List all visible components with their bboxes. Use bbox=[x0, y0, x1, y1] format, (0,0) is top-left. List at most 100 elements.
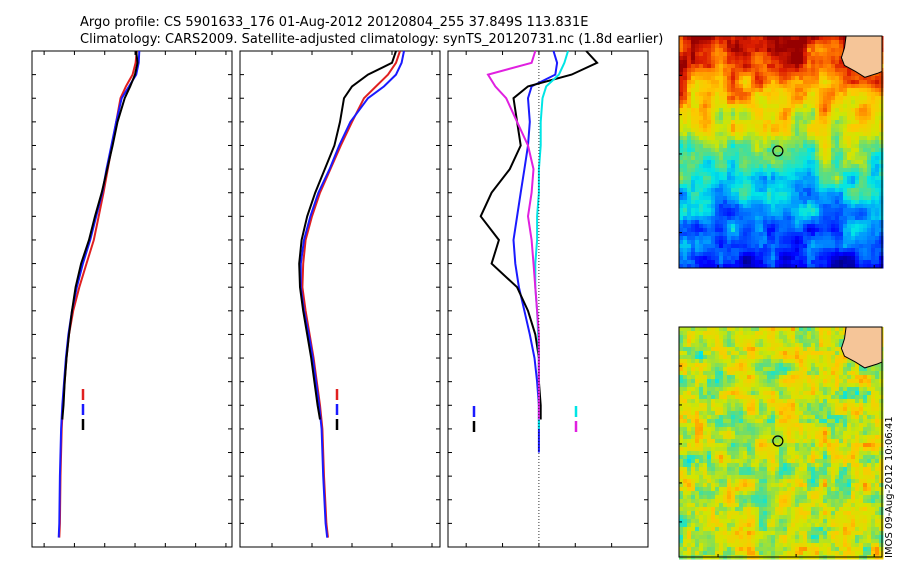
map-cell bbox=[879, 240, 884, 245]
map-cell bbox=[735, 447, 740, 452]
map-cell bbox=[707, 80, 712, 85]
map-cell bbox=[779, 395, 784, 400]
map-cell bbox=[835, 172, 840, 177]
map-cell bbox=[807, 172, 812, 177]
map-cell bbox=[803, 40, 808, 45]
map-cell bbox=[755, 443, 760, 448]
map-cell bbox=[759, 100, 764, 105]
map-cell bbox=[779, 240, 784, 245]
map-cell bbox=[847, 232, 852, 237]
map-cell bbox=[823, 339, 828, 344]
map-cell bbox=[747, 132, 752, 137]
map-cell bbox=[747, 192, 752, 197]
map-cell bbox=[739, 36, 744, 41]
map-cell bbox=[731, 415, 736, 420]
map-cell bbox=[715, 447, 720, 452]
map-cell bbox=[771, 232, 776, 237]
map-cell bbox=[755, 176, 760, 181]
map-cell bbox=[879, 375, 884, 380]
map-cell bbox=[843, 232, 848, 237]
map-cell bbox=[791, 443, 796, 448]
map-cell bbox=[719, 327, 724, 332]
map-cell bbox=[863, 160, 868, 165]
map-cell bbox=[823, 431, 828, 436]
map-cell bbox=[839, 128, 844, 133]
map-cell bbox=[879, 136, 884, 141]
map-cell bbox=[787, 339, 792, 344]
map-cell bbox=[695, 196, 700, 201]
map-cell bbox=[739, 335, 744, 340]
map-cell bbox=[759, 407, 764, 412]
map-cell bbox=[711, 40, 716, 45]
map-cell bbox=[743, 216, 748, 221]
map-cell bbox=[735, 36, 740, 41]
map-cell bbox=[799, 419, 804, 424]
map-cell bbox=[687, 136, 692, 141]
map-cell bbox=[851, 427, 856, 432]
map-cell bbox=[811, 164, 816, 169]
map-cell bbox=[847, 68, 852, 73]
map-cell bbox=[763, 152, 768, 157]
map-cell bbox=[807, 415, 812, 420]
map-cell bbox=[871, 196, 876, 201]
map-cell bbox=[791, 160, 796, 165]
map-cell bbox=[839, 363, 844, 368]
map-cell bbox=[867, 375, 872, 380]
map-cell bbox=[739, 391, 744, 396]
map-cell bbox=[787, 180, 792, 185]
map-cell bbox=[803, 156, 808, 161]
map-cell bbox=[847, 419, 852, 424]
map-cell bbox=[839, 68, 844, 73]
map-cell bbox=[879, 140, 884, 145]
map-cell bbox=[687, 459, 692, 464]
map-cell bbox=[735, 367, 740, 372]
map-cell bbox=[815, 351, 820, 356]
map-cell bbox=[755, 363, 760, 368]
map-cell bbox=[807, 104, 812, 109]
map-cell bbox=[691, 228, 696, 233]
map-cell bbox=[743, 463, 748, 468]
map-cell bbox=[703, 343, 708, 348]
map-cell bbox=[751, 443, 756, 448]
map-cell bbox=[727, 371, 732, 376]
map-cell bbox=[723, 411, 728, 416]
map-cell bbox=[827, 180, 832, 185]
map-cell bbox=[771, 104, 776, 109]
map-cell bbox=[707, 156, 712, 161]
map-cell bbox=[799, 331, 804, 336]
map-cell bbox=[727, 351, 732, 356]
map-cell bbox=[751, 423, 756, 428]
map-cell bbox=[879, 152, 884, 157]
map-cell bbox=[831, 351, 836, 356]
map-cell bbox=[747, 88, 752, 93]
map-cell bbox=[755, 52, 760, 57]
map-cell bbox=[827, 435, 832, 440]
map-cell bbox=[723, 136, 728, 141]
map-cell bbox=[859, 256, 864, 261]
map-cell bbox=[787, 172, 792, 177]
map-cell bbox=[811, 104, 816, 109]
map-cell bbox=[863, 371, 868, 376]
map-cell bbox=[715, 116, 720, 121]
map-cell bbox=[687, 355, 692, 360]
map-cell bbox=[751, 104, 756, 109]
map-cell bbox=[691, 180, 696, 185]
map-cell bbox=[835, 256, 840, 261]
map-cell bbox=[679, 124, 684, 129]
map-cell bbox=[759, 136, 764, 141]
map-cell bbox=[747, 44, 752, 49]
map-cell bbox=[691, 327, 696, 332]
map-cell bbox=[751, 176, 756, 181]
map-cell bbox=[815, 228, 820, 233]
map-cell bbox=[827, 240, 832, 245]
map-cell bbox=[839, 148, 844, 153]
map-cell bbox=[827, 108, 832, 113]
map-cell bbox=[819, 224, 824, 229]
map-cell bbox=[859, 184, 864, 189]
map-cell bbox=[731, 156, 736, 161]
map-cell bbox=[787, 76, 792, 81]
map-cell bbox=[823, 192, 828, 197]
map-cell bbox=[755, 100, 760, 105]
map-cell bbox=[687, 176, 692, 181]
